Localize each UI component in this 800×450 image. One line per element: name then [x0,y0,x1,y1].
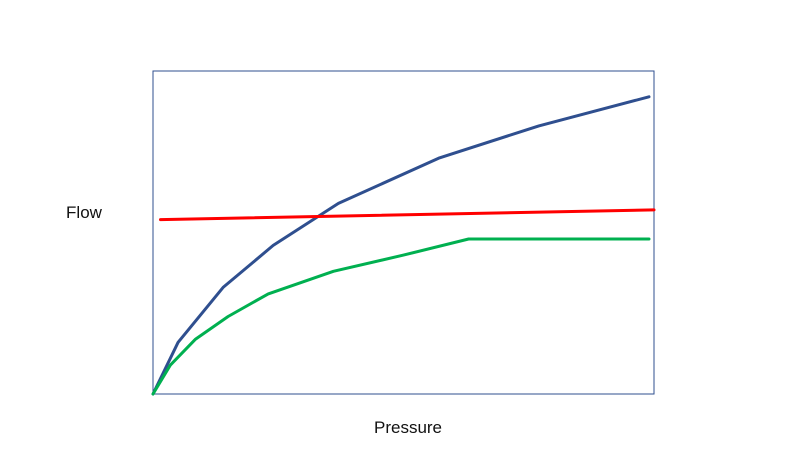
x-axis-label: Pressure [374,418,442,437]
y-axis-label: Flow [66,203,103,222]
series-line-2 [159,208,656,222]
series-layer [151,95,656,396]
series-line-1 [151,95,651,396]
plot-area-border [152,70,655,395]
series-line-3 [151,237,651,396]
